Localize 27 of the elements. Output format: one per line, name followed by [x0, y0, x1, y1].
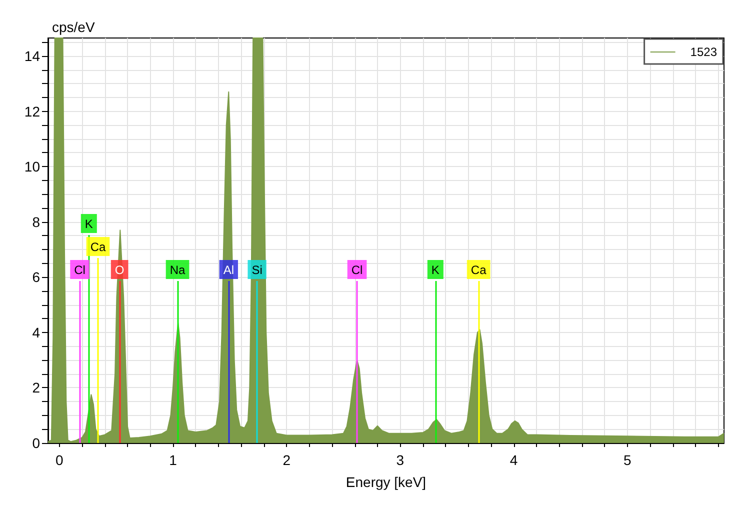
y-tick-label: 8 [32, 214, 40, 230]
ref-line-label: Cl [351, 263, 363, 277]
ref-line-label: K [431, 263, 440, 277]
y-tick-label: 2 [32, 380, 40, 396]
x-axis-title: Energy [keV] [346, 474, 426, 490]
y-tick-label: 14 [24, 48, 40, 64]
ref-line-label: Ca [90, 240, 106, 254]
y-axis-title: cps/eV [52, 19, 96, 35]
x-tick-label: 4 [510, 452, 518, 468]
ref-line-label: O [114, 263, 124, 277]
x-tick-label: 2 [282, 452, 291, 468]
y-tick-label: 4 [32, 324, 40, 340]
ref-line-label: Cl [74, 263, 86, 277]
ref-line-label: K [84, 217, 93, 231]
legend-label: 1523 [690, 45, 718, 59]
x-tick-label: 3 [396, 452, 404, 468]
ref-line-label: Si [252, 263, 262, 277]
x-tick-label: 1 [169, 452, 178, 468]
ref-line-label: Na [170, 263, 186, 277]
ref-line-label: Ca [470, 263, 487, 277]
y-tick-label: 6 [32, 269, 40, 286]
x-tick-label: 5 [624, 452, 632, 468]
y-tick-label: 10 [24, 158, 40, 175]
x-tick-label: 0 [55, 452, 64, 468]
ref-line-label: Al [223, 263, 234, 277]
y-tick-label: 12 [24, 103, 40, 120]
y-tick-label: 0 [32, 435, 40, 451]
